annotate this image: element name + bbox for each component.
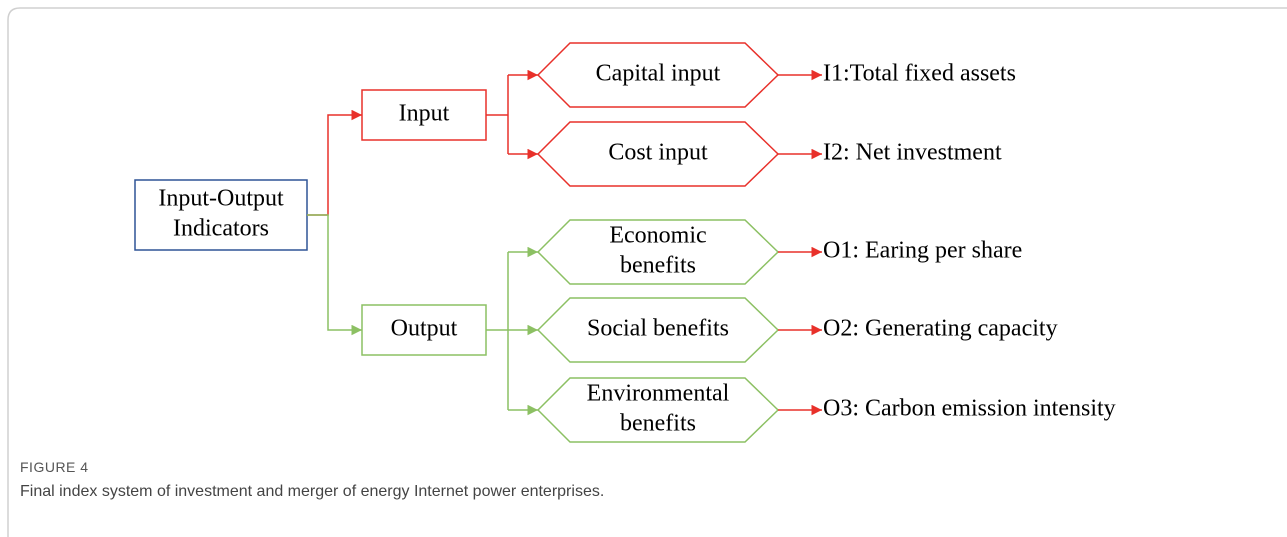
connector [307,214,362,336]
indicator-label: I1:Total fixed assets [823,61,1016,87]
diagram: Input-Output Indicators Input Capital input… [134,42,1116,443]
root-label: Indicators [173,216,269,242]
item-label: Social benefits [587,316,729,342]
item-label: Cost input [608,140,708,166]
item-label: benefits [620,411,696,437]
group-label: Input [399,101,450,127]
indicator-label: O3: Carbon emission intensity [823,396,1116,422]
item-label: Economic [609,223,706,249]
indicator-label: I2: Net investment [823,140,1002,166]
frame [7,7,1287,537]
caption-text: Final index system of investment and mer… [20,483,604,500]
indicator-label: O2: Generating capacity [823,316,1058,342]
group-label: Output [391,316,458,342]
item-label: benefits [620,253,696,279]
item-label: Capital input [596,61,721,87]
caption-label: FIGURE 4 [20,459,89,475]
item-label: Environmental [587,381,730,407]
group-box [361,89,487,141]
indicator-label: O1: Earing per share [823,238,1022,264]
connector [307,109,362,216]
root-label: Input-Output [158,186,284,212]
